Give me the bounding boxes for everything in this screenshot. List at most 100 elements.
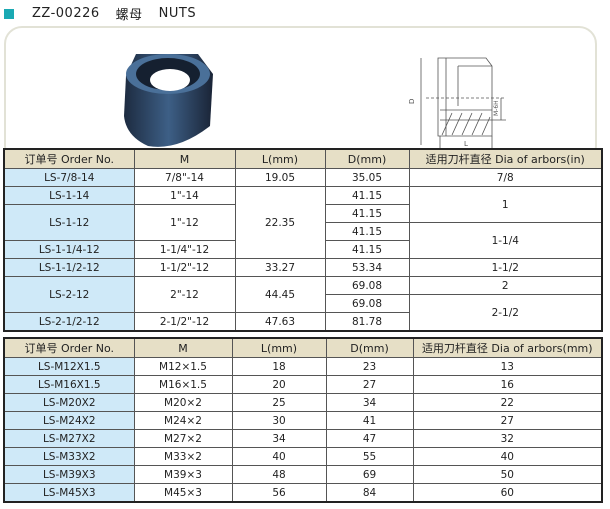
dia-cell: 13 bbox=[412, 357, 603, 376]
nut-photo bbox=[124, 54, 213, 147]
d-cell: 69 bbox=[325, 465, 414, 484]
table-row: LS-M27X2 M27×2 34 47 32 bbox=[3, 429, 603, 448]
header-dia: 适用刀杆直径 Dia of arbors(in) bbox=[408, 148, 603, 169]
table-row: LS-7/8-14 7/8"-14 19.05 35.05 7/8 bbox=[3, 168, 603, 187]
l-cell: 48 bbox=[231, 465, 327, 484]
d-cell: 41.15 bbox=[324, 240, 410, 259]
d-cell: 41 bbox=[325, 411, 414, 430]
d-cell: 69.08 bbox=[324, 294, 410, 313]
dia-cell: 1 bbox=[408, 186, 603, 223]
header-m: M bbox=[133, 148, 236, 169]
order-cell: LS-M39X3 bbox=[3, 465, 135, 484]
header-order: 订单号 Order No. bbox=[3, 148, 135, 169]
product-code: ZZ-00226 bbox=[32, 6, 100, 21]
m-cell: 2"-12 bbox=[133, 276, 236, 313]
dia-cell: 2-1/2 bbox=[408, 294, 603, 332]
l-cell: 56 bbox=[231, 483, 327, 503]
table-row: LS-M33X2 M33×2 40 55 40 bbox=[3, 447, 603, 466]
d-cell: 35.05 bbox=[324, 168, 410, 187]
d-cell: 84 bbox=[325, 483, 414, 503]
order-cell: LS-7/8-14 bbox=[3, 168, 135, 187]
title-square-icon bbox=[4, 8, 14, 19]
order-cell: LS-2-12 bbox=[3, 276, 135, 313]
m-cell: M12×1.5 bbox=[133, 357, 233, 376]
table-row: 69.08 2-1/2 bbox=[4, 294, 603, 332]
table-header: 订单号 Order No. M L(mm) D(mm) 适用刀杆直径 Dia o… bbox=[3, 148, 603, 169]
header-l: L(mm) bbox=[234, 148, 326, 169]
nut-technical-drawing: D M-6H L bbox=[408, 57, 506, 154]
m-cell: 1-1/4"-12 bbox=[133, 240, 236, 259]
table-row: LS-1-12 1"-12 41.15 bbox=[3, 204, 602, 241]
order-cell: LS-1-1/2-12 bbox=[3, 258, 135, 277]
table-row: LS-M45X3 M45×3 56 84 60 bbox=[3, 483, 603, 503]
order-cell: LS-M45X3 bbox=[3, 483, 135, 503]
table-row: LS-1-14 1"-14 22.35 41.15 1 bbox=[3, 186, 603, 259]
d-cell: 41.15 bbox=[324, 186, 410, 205]
dia-cell: 60 bbox=[412, 483, 603, 503]
d-cell: 41.15 bbox=[324, 204, 410, 223]
m-cell: 7/8"-14 bbox=[133, 168, 236, 187]
header-d: D(mm) bbox=[324, 148, 410, 169]
l-cell: 47.63 bbox=[234, 312, 326, 332]
page-title: ZZ-00226 螺母 NUTS bbox=[4, 4, 212, 23]
l-label: L bbox=[464, 140, 468, 148]
l-cell: 19.05 bbox=[234, 168, 326, 187]
inch-nuts-table: 订单号 Order No. M L(mm) D(mm) 适用刀杆直径 Dia o… bbox=[3, 148, 603, 332]
dia-cell: 40 bbox=[412, 447, 603, 466]
product-image-panel: D M-6H L bbox=[4, 26, 597, 164]
m-label: M-6H bbox=[493, 100, 500, 116]
order-cell: LS-M33X2 bbox=[3, 447, 135, 466]
dia-cell: 27 bbox=[412, 411, 603, 430]
table-row: LS-2-12 2"-12 44.45 69.08 2 bbox=[3, 276, 603, 313]
table-row: 41.15 1-1/4 bbox=[4, 222, 603, 259]
dia-cell: 1-1/2 bbox=[408, 258, 603, 277]
title-en: NUTS bbox=[158, 6, 197, 21]
m-cell: M24×2 bbox=[133, 411, 233, 430]
m-cell: M45×3 bbox=[133, 483, 233, 503]
dia-cell: 2 bbox=[408, 276, 603, 295]
d-cell: 23 bbox=[325, 357, 414, 376]
l-cell: 30 bbox=[231, 411, 327, 430]
l-cell: 18 bbox=[231, 357, 327, 376]
dia-cell: 7/8 bbox=[408, 168, 603, 187]
m-cell: 1"-14 bbox=[133, 186, 236, 205]
l-cell: 25 bbox=[231, 393, 327, 412]
l-cell: 40 bbox=[231, 447, 327, 466]
l-cell: 33.27 bbox=[234, 258, 326, 277]
header-order: 订单号 Order No. bbox=[3, 337, 135, 358]
d-cell: 27 bbox=[325, 375, 414, 394]
order-cell: LS-M24X2 bbox=[3, 411, 135, 430]
d-cell: 81.78 bbox=[324, 312, 410, 332]
m-cell: M20×2 bbox=[133, 393, 233, 412]
order-cell: LS-1-12 bbox=[3, 204, 135, 241]
order-cell: LS-1-1/4-12 bbox=[3, 240, 135, 259]
table-row: LS-M24X2 M24×2 30 41 27 bbox=[3, 411, 603, 430]
order-cell: LS-M16X1.5 bbox=[3, 375, 135, 394]
header-m: M bbox=[133, 337, 233, 358]
table-row: LS-2-1/2-12 2-1/2"-12 47.63 81.78 bbox=[3, 312, 602, 332]
dia-cell: 1-1/4 bbox=[408, 222, 603, 259]
order-cell: LS-M27X2 bbox=[3, 429, 135, 448]
m-cell: M39×3 bbox=[133, 465, 233, 484]
l-cell: 44.45 bbox=[234, 276, 326, 313]
table-row: LS-M16X1.5 M16×1.5 20 27 16 bbox=[3, 375, 603, 394]
m-cell: 2-1/2"-12 bbox=[133, 312, 236, 332]
d-cell: 41.15 bbox=[324, 222, 410, 241]
m-cell: 1"-12 bbox=[133, 204, 236, 241]
table-row: LS-M12X1.5 M12×1.5 18 23 13 bbox=[3, 357, 603, 376]
metric-nuts-table: 订单号 Order No. M L(mm) D(mm) 适用刀杆直径 Dia o… bbox=[3, 337, 603, 503]
m-cell: M33×2 bbox=[133, 447, 233, 466]
table-row: LS-M39X3 M39×3 48 69 50 bbox=[3, 465, 603, 484]
dia-cell: 16 bbox=[412, 375, 603, 394]
header-d: D(mm) bbox=[325, 337, 414, 358]
d-cell: 47 bbox=[325, 429, 414, 448]
d-cell: 53.34 bbox=[324, 258, 410, 277]
order-cell: LS-2-1/2-12 bbox=[3, 312, 135, 332]
header-dia: 适用刀杆直径 Dia of arbors(mm) bbox=[412, 337, 603, 358]
dia-cell: 50 bbox=[412, 465, 603, 484]
order-cell: LS-1-14 bbox=[3, 186, 135, 205]
m-cell: 1-1/2"-12 bbox=[133, 258, 236, 277]
order-cell: LS-M12X1.5 bbox=[3, 357, 135, 376]
l-cell: 22.35 bbox=[234, 186, 326, 259]
d-cell: 69.08 bbox=[324, 276, 410, 295]
